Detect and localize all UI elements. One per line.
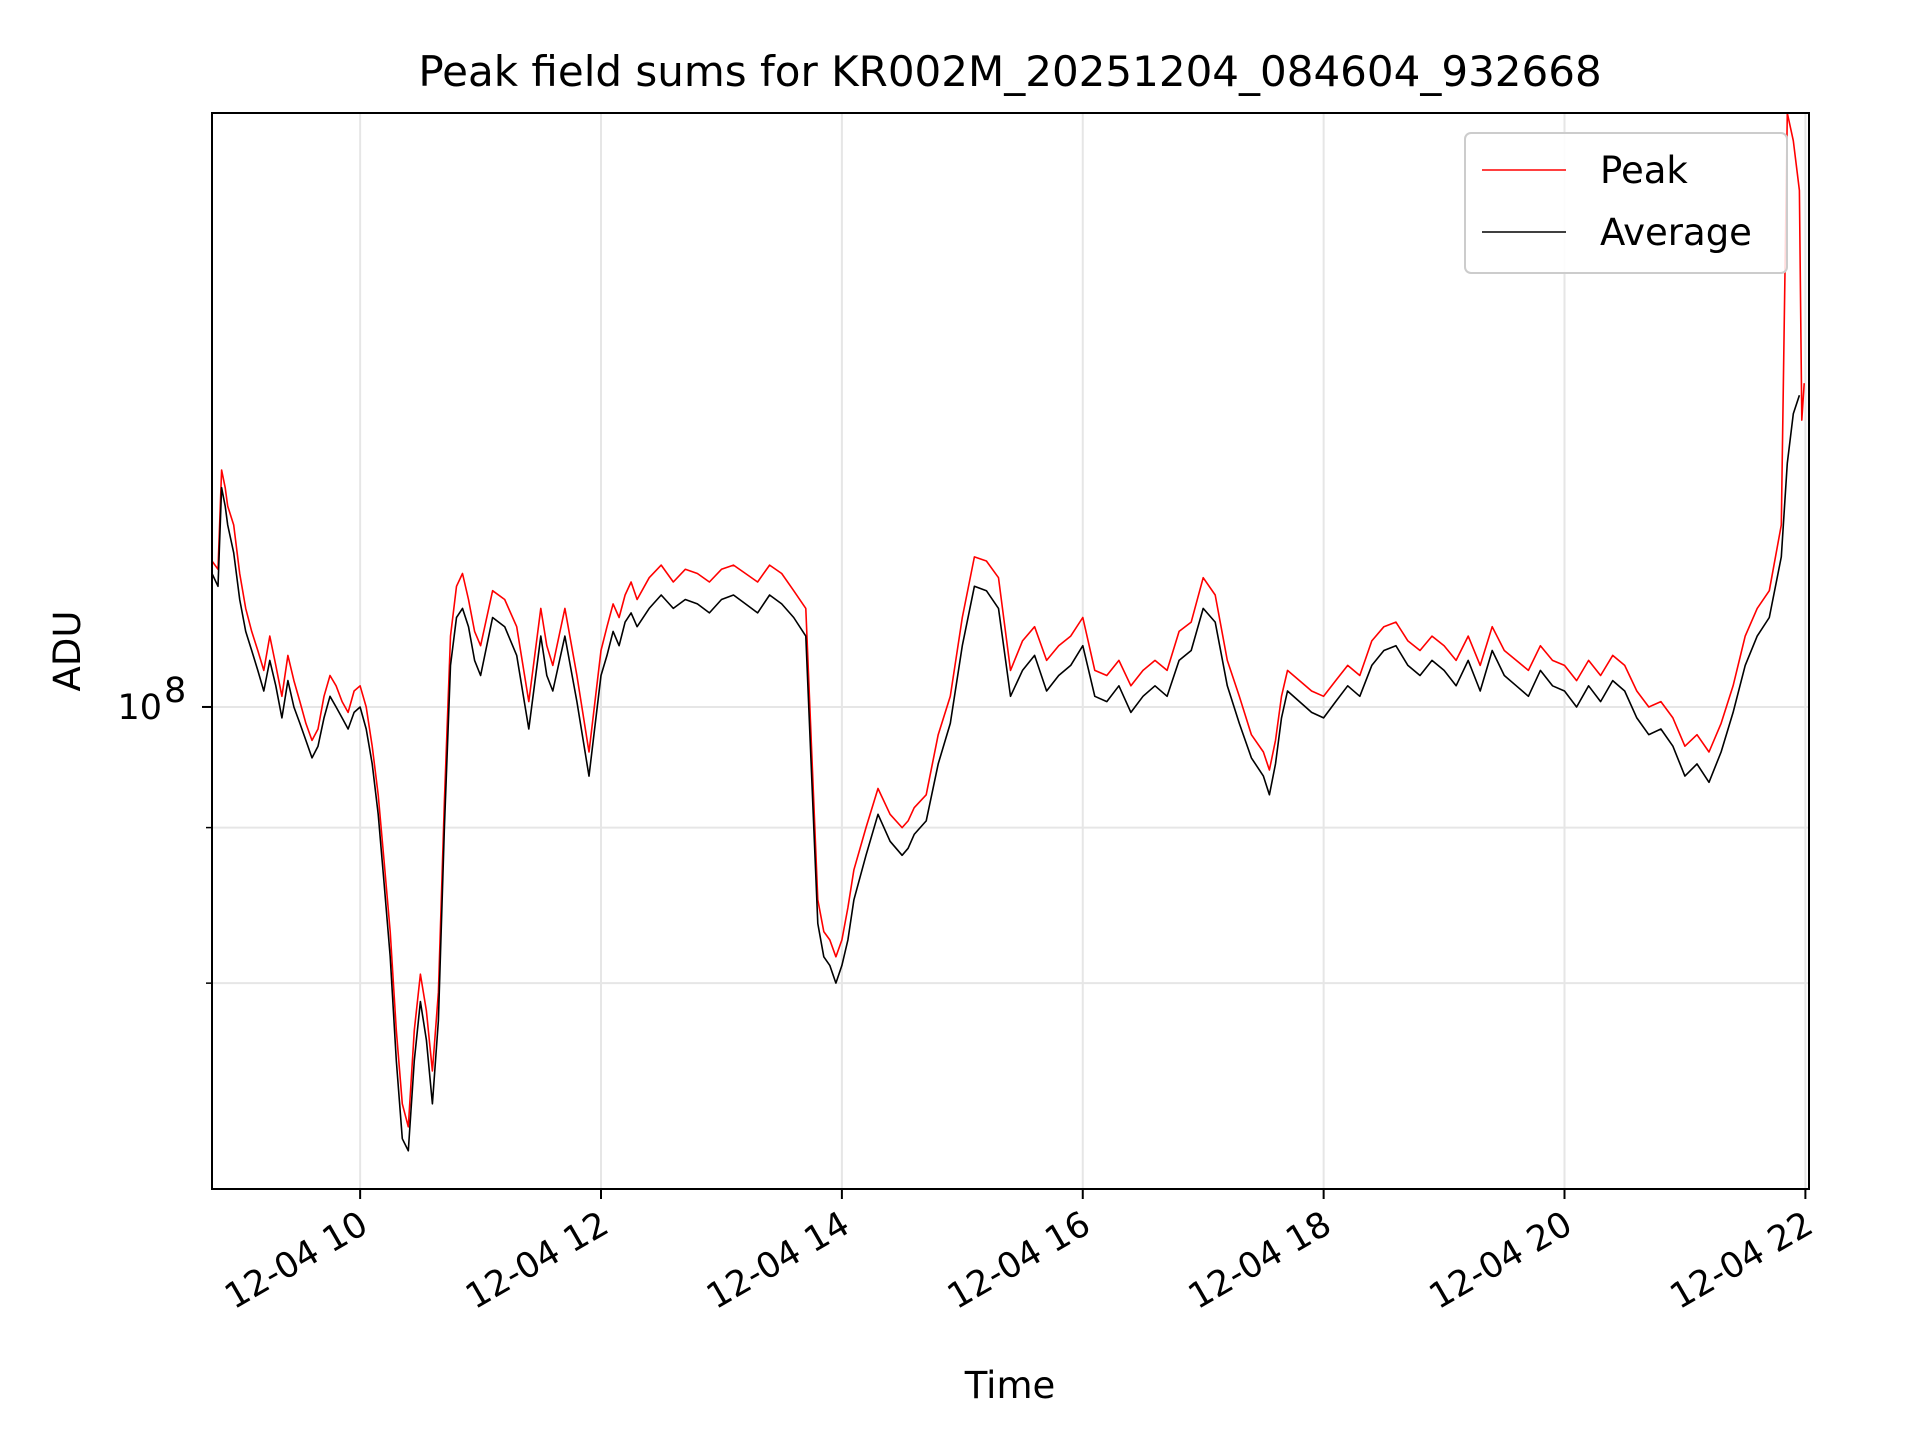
x-axis-title: Time [964, 1364, 1056, 1407]
y-axis-title: ADU [46, 611, 89, 692]
series-line-average [211, 394, 1801, 1152]
legend-box [1464, 132, 1788, 274]
chart-title: Peak field sums for KR002M_20251204_0846… [418, 47, 1601, 96]
legend-peak-label: Peak [1600, 149, 1688, 192]
series-line-peak [211, 112, 1805, 1128]
y-tick-label: 10 [117, 688, 162, 728]
y-tick-label-exponent: 8 [164, 671, 186, 711]
legend: Peak Average [1464, 132, 1788, 274]
legend-average-label: Average [1600, 211, 1752, 254]
series-group [211, 112, 1805, 1152]
plot-frame [211, 112, 1810, 1190]
